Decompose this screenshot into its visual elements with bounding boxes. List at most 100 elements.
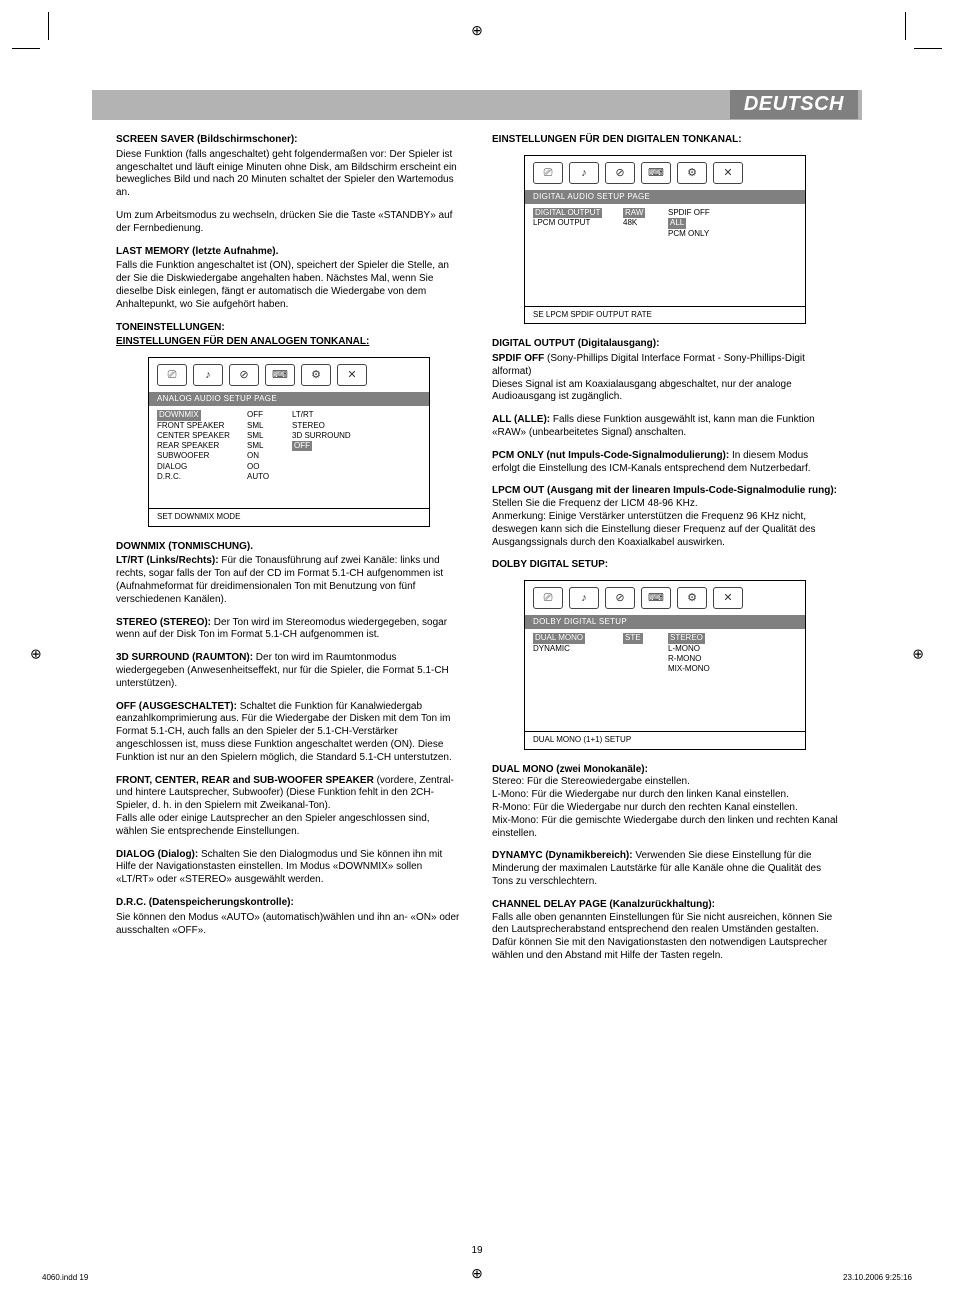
crop-mark — [905, 12, 906, 40]
setup-row: DYNAMICL-MONO — [533, 644, 797, 654]
lastmemory-body: Falls die Funktion angeschaltet ist (ON)… — [116, 260, 462, 311]
setup-row: DIALOGOO — [157, 462, 421, 472]
surround-label: 3D SURROUND (RAUMTON): — [116, 652, 253, 663]
dolby-setup-foot: DUAL MONO (1+1) SETUP — [525, 731, 805, 748]
setup-icon: ⌨ — [265, 364, 295, 386]
setup-tab-icons: ⎚ ♪ ⊘ ⌨ ⚙ ✕ — [525, 581, 805, 615]
left-column: SCREEN SAVER (Bildschirmschoner): Diese … — [116, 134, 462, 1208]
dolby-setup-box: ⎚ ♪ ⊘ ⌨ ⚙ ✕ DOLBY DIGITAL SETUP DUAL MON… — [524, 580, 806, 749]
registration-mark: ⊕ — [471, 22, 483, 39]
setup-icon: ⚙ — [301, 364, 331, 386]
setup-icon: ✕ — [713, 587, 743, 609]
setup-row: R-MONO — [533, 654, 797, 664]
lastmemory-title: LAST MEMORY (letzte Aufnahme). — [116, 246, 462, 259]
drc-body: Sie können den Modus «AUTO» (automatisch… — [116, 912, 462, 938]
analog-setup-body: DOWNMIXOFFLT/RTFRONT SPEAKERSMLSTEREOCEN… — [149, 406, 429, 508]
screensaver-body2: Um zum Arbeitsmodus zu wechseln, drücken… — [116, 210, 462, 236]
digital-setup-bar: DIGITAL AUDIO SETUP PAGE — [525, 190, 805, 204]
setup-icon: ⚙ — [677, 587, 707, 609]
registration-mark: ⊕ — [30, 646, 42, 663]
analog-setup-foot: SET DOWNMIX MODE — [149, 508, 429, 525]
speakers-label: FRONT, CENTER, REAR and SUB-WOOFER SPEAK… — [116, 775, 374, 786]
crop-mark — [48, 12, 49, 40]
off-label: OFF (AUSGESCHALTET): — [116, 701, 237, 712]
dualmono-l1: Stereo: Für die Stereowiedergabe einstel… — [492, 776, 838, 789]
setup-icon: ⊘ — [605, 587, 635, 609]
page: ⊕ ⊕ ⊕ ⊕ DEUTSCH SCREEN SAVER (Bildschirm… — [0, 0, 954, 1308]
page-number: 19 — [471, 1245, 482, 1256]
analog-setup-bar: ANALOG AUDIO SETUP PAGE — [149, 392, 429, 406]
setup-icon: ♪ — [569, 587, 599, 609]
registration-mark: ⊕ — [471, 1265, 483, 1282]
digital-setup-box: ⎚ ♪ ⊘ ⌨ ⚙ ✕ DIGITAL AUDIO SETUP PAGE DIG… — [524, 155, 806, 324]
ltrt-label: LT/RT (Links/Rechts): — [116, 555, 219, 566]
setup-icon: ♪ — [569, 162, 599, 184]
digital-setup-foot: SE LPCM SPDIF OUTPUT RATE — [525, 306, 805, 323]
setup-tab-icons: ⎚ ♪ ⊘ ⌨ ⚙ ✕ — [149, 358, 429, 392]
setup-icon: ⌨ — [641, 162, 671, 184]
setup-icon: ✕ — [713, 162, 743, 184]
setup-row: DIGITAL OUTPUTRAWSPDIF OFF — [533, 208, 797, 218]
crop-mark — [12, 48, 40, 49]
footer-left: 4060.indd 19 — [42, 1273, 88, 1282]
lpcm-para: LPCM OUT (Ausgang mit der linearen Impul… — [492, 485, 838, 511]
content-area: SCREEN SAVER (Bildschirmschoner): Diese … — [116, 134, 838, 1208]
channel-delay-title: CHANNEL DELAY PAGE (Kanalzurückhaltung): — [492, 899, 838, 912]
setup-icon: ⊘ — [605, 162, 635, 184]
dualmono-l4: Mix-Mono: Für die gemischte Wiedergabe d… — [492, 815, 838, 841]
setup-row: FRONT SPEAKERSMLSTEREO — [157, 421, 421, 431]
speakers-body2: Falls alle oder einige Lautsprecher an d… — [116, 813, 430, 837]
digital-setup-body: DIGITAL OUTPUTRAWSPDIF OFFLPCM OUTPUT48K… — [525, 204, 805, 306]
setup-row: DOWNMIXOFFLT/RT — [157, 410, 421, 420]
digital-out-title: DIGITAL OUTPUT (Digitalausgang): — [492, 338, 838, 351]
analog-title: EINSTELLUNGEN FÜR DEN ANALOGEN TONKANAL: — [116, 336, 462, 349]
downmix-title: DOWNMIX (TONMISCHUNG). — [116, 541, 462, 554]
dialog-para: DIALOG (Dialog): Schalten Sie den Dialog… — [116, 849, 462, 887]
channel-delay-body: Falls alle oben genannten Einstellungen … — [492, 912, 838, 963]
setup-row: DUAL MONOSTESTEREO — [533, 633, 797, 643]
dolby-title: DOLBY DIGITAL SETUP: — [492, 559, 838, 572]
dolby-setup-body: DUAL MONOSTESTEREODYNAMICL-MONOR-MONOMIX… — [525, 629, 805, 731]
dualmono-title: DUAL MONO (zwei Monokanäle): — [492, 764, 838, 777]
spdif-body2: Dieses Signal ist am Koaxialausgang abge… — [492, 379, 838, 405]
setup-row: MIX-MONO — [533, 664, 797, 674]
all-para: ALL (ALLE): Falls diese Funktion ausgewä… — [492, 414, 838, 440]
pcm-label: PCM ONLY (nut Impuls-Code-Signalmodulier… — [492, 450, 729, 461]
tone-title: TONEINSTELLUNGEN: — [116, 322, 462, 335]
pcm-para: PCM ONLY (nut Impuls-Code-Signalmodulier… — [492, 450, 838, 476]
setup-icon: ⊘ — [229, 364, 259, 386]
surround-para: 3D SURROUND (RAUMTON): Der ton wird im R… — [116, 652, 462, 690]
setup-icon: ⎚ — [533, 587, 563, 609]
dualmono-l3: R-Mono: Für die Wiedergabe nur durch den… — [492, 802, 838, 815]
footer-right: 23.10.2006 9:25:16 — [843, 1273, 912, 1282]
crop-mark — [914, 48, 942, 49]
right-column: EINSTELLUNGEN FÜR DEN DIGITALEN TONKANAL… — [492, 134, 838, 1208]
setup-row: D.R.C.AUTO — [157, 472, 421, 482]
setup-icon: ♪ — [193, 364, 223, 386]
spdif-label: SPDIF OFF — [492, 353, 544, 364]
setup-row: PCM ONLY — [533, 229, 797, 239]
setup-icon: ⎚ — [533, 162, 563, 184]
speakers-para: FRONT, CENTER, REAR and SUB-WOOFER SPEAK… — [116, 775, 462, 839]
setup-row: REAR SPEAKERSMLOFF — [157, 441, 421, 451]
spdif-para: SPDIF OFF (Sony-Phillips Digital Interfa… — [492, 353, 838, 379]
setup-row: SUBWOOFERON — [157, 451, 421, 461]
lpcm-label: LPCM OUT (Ausgang mit der linearen Impul… — [492, 485, 837, 496]
dolby-setup-bar: DOLBY DIGITAL SETUP — [525, 615, 805, 629]
ltrt-para: LT/RT (Links/Rechts): Für die Tonausführ… — [116, 555, 462, 606]
analog-setup-box: ⎚ ♪ ⊘ ⌨ ⚙ ✕ ANALOG AUDIO SETUP PAGE DOWN… — [148, 357, 430, 526]
header-band: DEUTSCH — [92, 90, 862, 120]
dynamic-label: DYNAMYC (Dynamikbereich): — [492, 850, 633, 861]
drc-title: D.R.C. (Datenspeicherungskontrolle): — [116, 897, 462, 910]
dynamic-para: DYNAMYC (Dynamikbereich): Verwenden Sie … — [492, 850, 838, 888]
setup-tab-icons: ⎚ ♪ ⊘ ⌨ ⚙ ✕ — [525, 156, 805, 190]
setup-row: CENTER SPEAKERSML3D SURROUND — [157, 431, 421, 441]
stereo-para: STEREO (STEREO): Der Ton wird im Stereom… — [116, 617, 462, 643]
dualmono-l2: L-Mono: Für die Wiedergabe nur durch den… — [492, 789, 838, 802]
setup-row: LPCM OUTPUT48KALL — [533, 218, 797, 228]
lpcm-body: Stellen Sie die Frequenz der LICM 48-96 … — [492, 498, 698, 509]
setup-icon: ✕ — [337, 364, 367, 386]
screensaver-title: SCREEN SAVER (Bildschirmschoner): — [116, 134, 462, 147]
dialog-label: DIALOG (Dialog): — [116, 849, 198, 860]
lpcm-body2: Anmerkung: Einige Verstärker unterstütze… — [492, 511, 838, 549]
